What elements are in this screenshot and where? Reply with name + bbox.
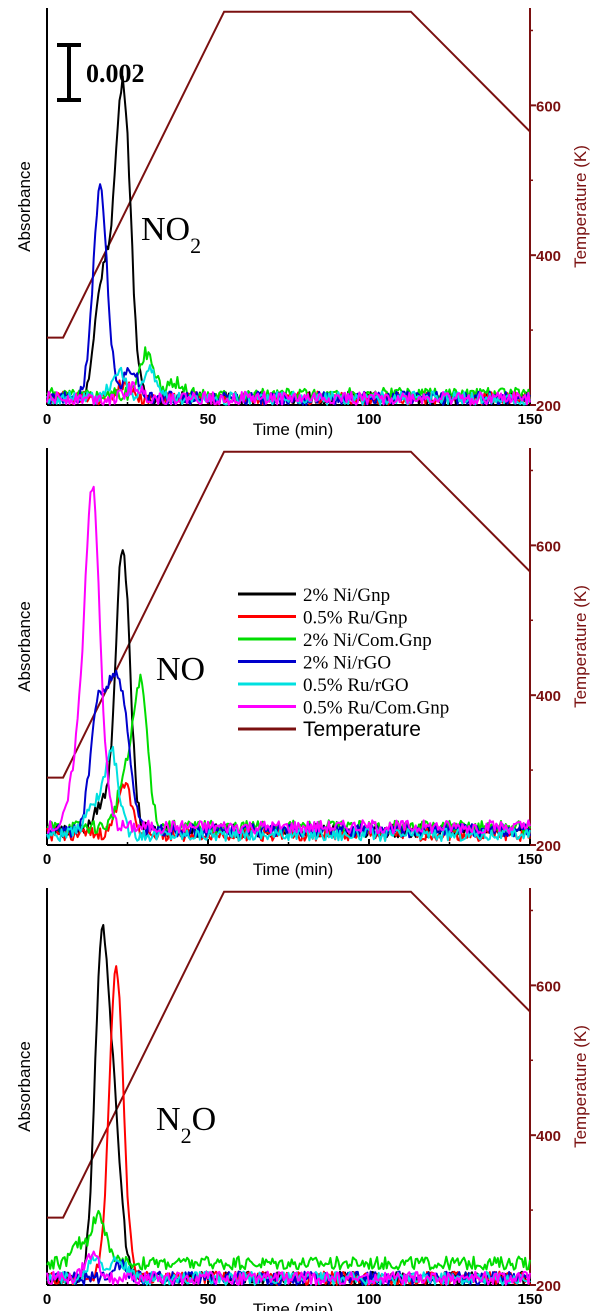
series-line xyxy=(46,346,531,402)
panel-label: N2O xyxy=(156,1101,216,1148)
temperature-line xyxy=(47,450,531,779)
x-tick-label: 50 xyxy=(200,411,217,428)
legend-label: 0.5% Ru/rGO xyxy=(303,675,409,696)
y2-tick-label: 600 xyxy=(536,98,561,115)
legend-label: 2% Ni/rGO xyxy=(303,653,391,674)
y2-tick-label: 600 xyxy=(536,978,561,995)
x-tick-label: 50 xyxy=(200,851,217,868)
series-line xyxy=(46,485,531,835)
y2-tick-label: 400 xyxy=(536,688,561,705)
series-line xyxy=(46,965,531,1286)
legend-label: Temperature xyxy=(303,718,421,741)
x-axis-label: Time (min) xyxy=(253,860,334,879)
series-line xyxy=(46,673,531,835)
y-axis-label: Absorbance xyxy=(15,601,34,692)
series-line xyxy=(46,75,531,406)
x-tick-label: 100 xyxy=(356,851,381,868)
y2-axis-label: Temperature (K) xyxy=(571,585,590,708)
y2-tick-label: 600 xyxy=(536,538,561,555)
legend-label: 2% Ni/Gnp xyxy=(303,585,390,606)
x-axis-label: Time (min) xyxy=(253,1300,334,1311)
y2-tick-label: 400 xyxy=(536,1128,561,1145)
x-tick-label: 150 xyxy=(517,411,542,428)
panel-2: 0 50 100 150 Time (min) 200 400 600 Absorbance Te… xyxy=(15,448,590,879)
temperature-line xyxy=(47,10,531,339)
x-tick-label: 150 xyxy=(517,1291,542,1308)
legend-label: 0.5% Ru/Gnp xyxy=(303,608,408,629)
y2-tick-label: 200 xyxy=(536,1278,561,1295)
panel-1: 0 50 100 150 Time (min) 200 400 600 Absorbance Te… xyxy=(15,8,590,439)
legend-label: 2% Ni/Com.Gnp xyxy=(303,630,432,651)
x-tick-label: 0 xyxy=(43,411,51,428)
y2-axis-label: Temperature (K) xyxy=(571,145,590,268)
series-line xyxy=(46,1250,531,1286)
y2-tick-label: 200 xyxy=(536,838,561,855)
panel-label: NO2 xyxy=(141,211,201,258)
series-line xyxy=(46,183,531,406)
x-tick-label: 100 xyxy=(356,411,381,428)
y-axis-label: Absorbance xyxy=(15,161,34,252)
series-line xyxy=(46,1209,531,1271)
series-line xyxy=(46,669,531,839)
legend-label: 0.5% Ru/Com.Gnp xyxy=(303,698,449,719)
y2-axis-label: Temperature (K) xyxy=(571,1025,590,1148)
scale-bar-label: 0.002 xyxy=(86,59,145,88)
panel-3: 0 50 100 150 Time (min) 200 400 600 Absorbance Te… xyxy=(15,888,590,1311)
x-axis-label: Time (min) xyxy=(253,420,334,439)
x-tick-label: 100 xyxy=(356,1291,381,1308)
y2-tick-label: 200 xyxy=(536,398,561,415)
temperature-line xyxy=(47,890,531,1219)
x-tick-label: 50 xyxy=(200,1291,217,1308)
y-axis-label: Absorbance xyxy=(15,1041,34,1132)
y2-tick-label: 400 xyxy=(536,248,561,265)
panel-label: NO xyxy=(156,651,205,688)
x-tick-label: 0 xyxy=(43,851,51,868)
series-line xyxy=(46,381,531,406)
x-tick-label: 150 xyxy=(517,851,542,868)
x-tick-label: 0 xyxy=(43,1291,51,1308)
